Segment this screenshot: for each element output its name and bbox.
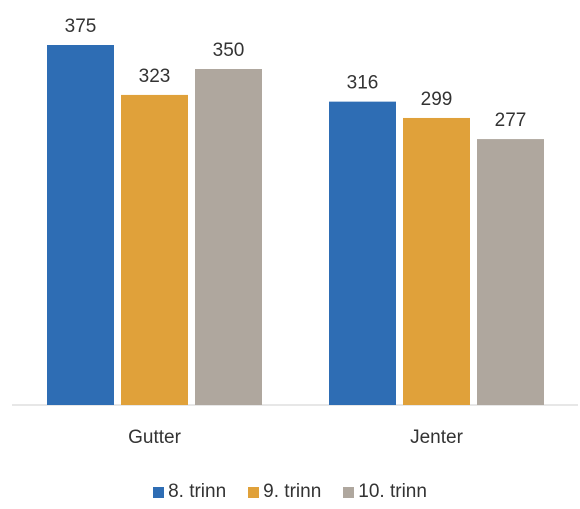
bar-jenter-8-trinn[interactable] bbox=[329, 101, 396, 405]
x-tick-label-gutter: Gutter bbox=[128, 427, 181, 448]
data-label-jenter-10-trinn: 277 bbox=[495, 110, 527, 131]
legend-swatch-8-trinn bbox=[153, 486, 165, 498]
legend-item-9-trinn[interactable]: 9. trinn bbox=[248, 481, 321, 503]
legend-label-8-trinn: 8. trinn bbox=[168, 481, 227, 502]
bar-gutter-8-trinn[interactable] bbox=[47, 45, 114, 405]
legend-swatch-10-trinn bbox=[343, 486, 355, 498]
bar-gutter-9-trinn[interactable] bbox=[121, 94, 188, 406]
legend-swatch-9-trinn bbox=[248, 486, 260, 498]
legend-label-10-trinn: 10. trinn bbox=[358, 481, 427, 502]
legend-item-8-trinn[interactable]: 8. trinn bbox=[153, 481, 226, 503]
data-label-gutter-10-trinn: 350 bbox=[213, 40, 245, 61]
legend-label-9-trinn: 9. trinn bbox=[263, 481, 322, 502]
data-label-gutter-8-trinn: 375 bbox=[65, 16, 97, 37]
data-label-jenter-8-trinn: 316 bbox=[347, 73, 379, 94]
bar-jenter-9-trinn[interactable] bbox=[403, 117, 470, 406]
data-label-jenter-9-trinn: 299 bbox=[421, 89, 453, 110]
bar-gutter-10-trinn[interactable] bbox=[195, 69, 262, 405]
legend: 8. trinn 9. trinn 10. trinn bbox=[0, 481, 580, 503]
legend-item-10-trinn[interactable]: 10. trinn bbox=[343, 481, 427, 503]
data-label-gutter-9-trinn: 323 bbox=[139, 66, 171, 87]
bar-jenter-10-trinn[interactable] bbox=[477, 139, 544, 405]
x-tick-label-jenter: Jenter bbox=[410, 427, 463, 448]
